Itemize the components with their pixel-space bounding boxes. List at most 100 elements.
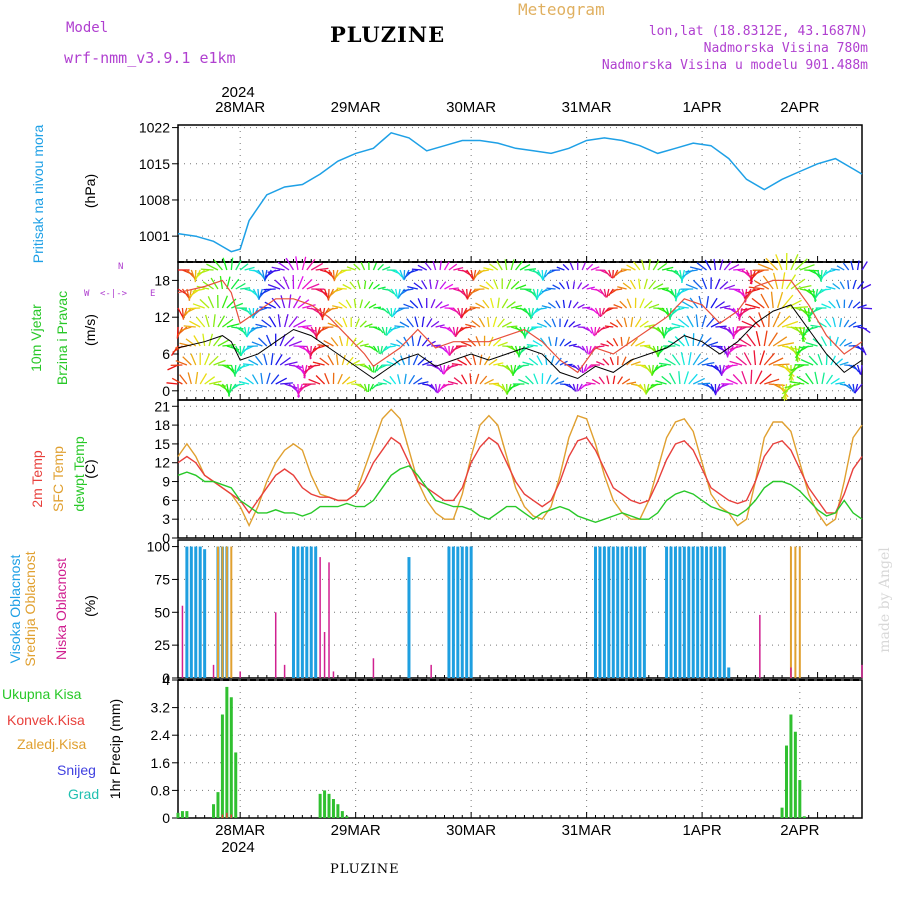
wind-barb [234, 383, 245, 387]
wind-barb [799, 264, 815, 271]
wind-barb [472, 269, 477, 281]
wind-barb [669, 307, 681, 317]
wind-barb [506, 301, 516, 309]
wind-barb [588, 345, 592, 355]
wind-barb [447, 364, 458, 369]
wind-barb [501, 364, 512, 372]
wind-barb [639, 364, 650, 371]
wind-barb [706, 364, 719, 369]
wind-barb [377, 326, 384, 334]
wind-barb [749, 269, 757, 285]
wind-barb [267, 283, 281, 290]
wind-barb [496, 260, 503, 271]
wind-barb [315, 326, 321, 339]
wind-barb [621, 268, 632, 271]
wind-barb [547, 302, 556, 309]
wind-barb [701, 337, 712, 347]
high-cloud-bar [194, 546, 198, 678]
wind-barb [244, 307, 253, 316]
wind-barb [469, 306, 481, 309]
wind-barb [390, 269, 400, 275]
wind-barb [448, 326, 455, 336]
wind-barb [581, 345, 588, 354]
wind-barb [723, 345, 729, 357]
cloud-unit: (%) [82, 595, 98, 617]
wind-barb [253, 269, 263, 277]
wind-barb [625, 336, 631, 347]
wind-barb [622, 282, 632, 290]
low-cloud-bar [328, 562, 330, 678]
high-cloud-bar [629, 546, 633, 678]
wind-barb [772, 272, 779, 290]
wind-barb [600, 343, 609, 347]
wind-barb [737, 269, 750, 275]
wind-barb [719, 281, 729, 290]
wind-barb [187, 372, 192, 385]
wind-barb [275, 354, 283, 366]
wind-barb [353, 298, 357, 309]
wind-barb [355, 383, 365, 389]
precip-total-bar [185, 811, 189, 818]
wind-barb [639, 320, 649, 328]
wind-barb [594, 326, 597, 337]
wind-barb [309, 345, 312, 360]
wind-barb [728, 288, 741, 291]
wind-barb [319, 307, 324, 321]
wind-barb [519, 345, 530, 354]
wind-barb [772, 311, 781, 328]
wind-barb [283, 314, 289, 328]
wind-barb [528, 357, 539, 366]
wind-barb [671, 307, 685, 313]
wind-barb [621, 356, 627, 366]
wind-barb [312, 361, 325, 366]
wind-barb [443, 383, 454, 387]
y-tick-label: 1.6 [151, 755, 171, 771]
precip-conv-bar [226, 812, 228, 818]
wind-barb [397, 374, 401, 385]
wind-barb [547, 269, 556, 275]
wind-barb [510, 259, 515, 271]
wind-barb [338, 335, 343, 347]
wind-barb [648, 345, 658, 354]
wind-barb [349, 281, 357, 290]
wind-barb [852, 280, 857, 290]
wind-barb [738, 307, 752, 316]
wind-barb [794, 345, 805, 359]
wind-barb [524, 326, 530, 338]
wind-barb [310, 326, 318, 340]
model-label: Model [66, 20, 109, 36]
wind-barb [566, 281, 570, 290]
wind-barb [590, 288, 600, 292]
wind-barb [204, 314, 210, 328]
wind-barb [678, 318, 690, 328]
wind-barb [470, 288, 481, 294]
wind-label-line1: 10m Vjetar [28, 304, 44, 372]
wind-barb [243, 326, 248, 338]
wind-barb [482, 299, 490, 309]
wind-barb [448, 263, 458, 271]
wind-barb [394, 325, 405, 328]
high-cloud-bar [309, 546, 313, 678]
wind-barb [719, 326, 731, 332]
wind-barb [658, 345, 668, 355]
wind-barb [652, 326, 663, 334]
wind-barb [728, 326, 735, 338]
wind-barb [259, 306, 272, 309]
wind-barb [239, 326, 247, 336]
wind-barb [697, 334, 704, 347]
wind-barb [528, 307, 532, 320]
wind-barb [239, 345, 242, 357]
wind-barb [519, 263, 531, 271]
wind-barb [536, 307, 547, 311]
wind-barb [586, 263, 594, 271]
high-cloud-bar [673, 546, 677, 678]
wind-barb [669, 307, 677, 320]
wind-barb [844, 364, 853, 367]
wind-barb [564, 383, 572, 389]
wind-barb [485, 281, 494, 290]
wind-barb [728, 264, 740, 271]
wind-barb [346, 336, 349, 347]
wind-barb [732, 326, 739, 339]
wind-barb [743, 288, 756, 299]
wind-barb [638, 278, 641, 290]
